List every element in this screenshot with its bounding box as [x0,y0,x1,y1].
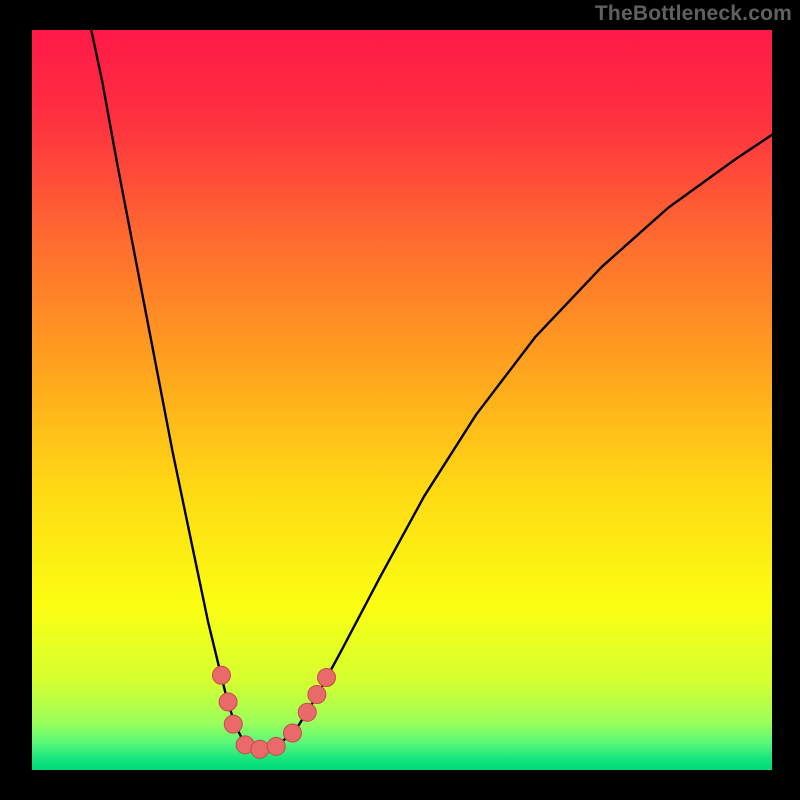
bottleneck-curve-path [90,23,780,750]
data-marker [251,740,269,758]
data-marker [308,686,326,704]
chart-frame: TheBottleneck.com [0,0,800,800]
data-marker [298,703,316,721]
data-marker [224,715,242,733]
bottleneck-curve [32,30,772,770]
watermark-label: TheBottleneck.com [595,2,792,26]
data-marker [267,737,285,755]
data-marker [212,666,230,684]
data-marker [283,724,301,742]
data-marker [219,693,237,711]
data-marker [318,669,336,687]
plot-area [32,30,772,770]
